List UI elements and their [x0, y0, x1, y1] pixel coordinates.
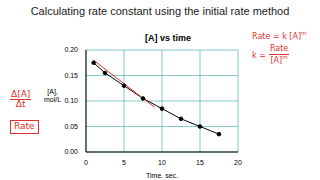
html-text:k =: k = — [252, 50, 266, 60]
svg-text:Time, sec.: Time, sec. — [146, 172, 178, 178]
svg-text:0.10: 0.10 — [64, 97, 78, 104]
html-text:Calculating rate constant usin: Calculating rate constant using the init… — [30, 5, 290, 17]
svg-text:0.05: 0.05 — [64, 123, 78, 130]
html-text:Rate: Rate — [14, 120, 35, 131]
html-text:Δ[A]: Δ[A] — [11, 89, 31, 99]
svg-text:15: 15 — [196, 159, 204, 166]
html-text:[A],: [A], — [47, 88, 58, 95]
html-text:[A] vs time: [A] vs time — [145, 33, 191, 43]
svg-text:10: 10 — [158, 159, 166, 166]
svg-text:20: 20 — [234, 159, 242, 166]
svg-text:0.15: 0.15 — [64, 72, 78, 79]
html-text:mol/L: mol/L — [44, 96, 62, 104]
svg-text:5: 5 — [122, 159, 126, 166]
html-text:Rate = k [A]m: Rate = k [A]m — [252, 30, 307, 41]
html-text:Rate: Rate — [269, 44, 289, 54]
svg-text:0.20: 0.20 — [64, 46, 78, 53]
svg-text:0: 0 — [84, 159, 88, 166]
svg-text:0.00: 0.00 — [64, 148, 78, 155]
html-text:[A]m: [A]m — [270, 53, 288, 65]
html-text:Δt: Δt — [15, 99, 26, 110]
